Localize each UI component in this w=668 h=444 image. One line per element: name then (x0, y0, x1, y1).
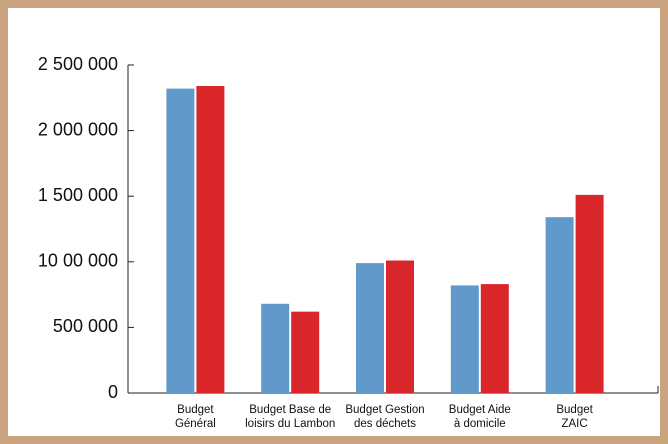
y-tick-label: 2 500 000 (38, 54, 118, 74)
y-tick-label: 2 000 000 (38, 119, 118, 139)
x-tick-label: Budget (177, 404, 214, 416)
x-tick-label: Budget Base de (249, 404, 331, 416)
x-tick-label: Budget (556, 404, 593, 416)
bar (196, 85, 225, 393)
bar (261, 303, 290, 393)
x-tick-label: ZAIC (561, 418, 587, 430)
bar (356, 263, 384, 393)
x-tick-label: loisirs du Lambon (245, 418, 335, 430)
bar (545, 217, 574, 393)
bar (291, 311, 320, 393)
y-tick-label: 0 (108, 382, 118, 402)
bar (480, 284, 509, 393)
bar (575, 194, 604, 393)
y-tick-label: 1 500 000 (38, 185, 118, 205)
x-tick-label: des déchets (354, 418, 416, 430)
x-tick-label: Général (175, 418, 216, 430)
x-tick-label: Budget Gestion (345, 404, 424, 416)
x-tick-label: Budget Aide (449, 404, 511, 416)
bar (166, 88, 195, 393)
x-tick-label: à domicile (454, 418, 506, 430)
bar (450, 285, 479, 393)
y-tick-label: 500 000 (53, 316, 118, 336)
y-tick-label: 10 00 000 (38, 251, 118, 271)
bar (386, 260, 414, 393)
